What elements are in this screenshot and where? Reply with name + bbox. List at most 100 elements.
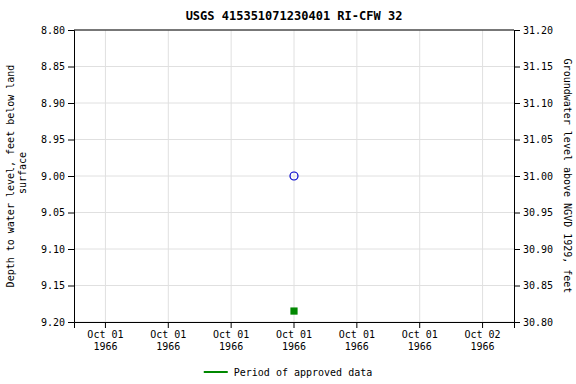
x-tick-mark <box>294 322 295 328</box>
x-tick-mark <box>231 322 232 328</box>
point <box>290 172 298 180</box>
y-tick-mark <box>68 30 74 31</box>
y2-tick-label: 31.05 <box>523 134 553 145</box>
x-tick: Oct 011966 <box>402 322 438 352</box>
y-axis-title-line: surface <box>17 152 28 200</box>
marks <box>290 172 298 314</box>
grid-line-y <box>74 139 514 140</box>
y2-tick-label: 31.20 <box>523 25 553 36</box>
y-tick-label: 8.80 <box>41 25 65 36</box>
y-tick-mark <box>68 176 74 177</box>
y2-tick-mark <box>514 103 520 104</box>
y-tick: 9.20 <box>41 317 74 328</box>
y2-tick: 30.85 <box>514 280 553 291</box>
y-axis-title-line: Depth to water level, feet below land <box>5 65 16 288</box>
y-tick-mark <box>68 140 74 141</box>
x-tick-mark <box>482 322 483 328</box>
y-tick-label: 9.15 <box>41 280 65 291</box>
y-tick-mark <box>68 322 74 323</box>
grid-line-y <box>74 66 514 67</box>
y2-tick-label: 31.15 <box>523 61 553 72</box>
frame-top <box>74 30 514 31</box>
y-tick-mark <box>68 67 74 68</box>
y2-tick-label: 30.80 <box>523 317 553 328</box>
x-tick-label-line: 1966 <box>345 341 369 352</box>
y-tick: 9.00 <box>41 171 74 182</box>
y2-tick: 31.00 <box>514 171 553 182</box>
y-tick-label: 8.85 <box>41 61 65 72</box>
y2-tick: 31.20 <box>514 25 553 36</box>
y2-tick-mark <box>514 322 520 323</box>
y-tick-label: 9.10 <box>41 244 65 255</box>
x-tick-label-line: 1966 <box>282 341 306 352</box>
grid-line-y <box>74 30 514 31</box>
y2-tick-mark <box>514 67 520 68</box>
y2-tick-mark <box>514 140 520 141</box>
y2-tick: 31.10 <box>514 98 553 109</box>
x-tick-label-line: 1966 <box>156 341 180 352</box>
grid-line-y <box>74 249 514 250</box>
plot: Oct 011966Oct 011966Oct 011966Oct 011966… <box>41 25 553 352</box>
x-tick: Oct 021966 <box>465 322 501 352</box>
y-tick: 9.10 <box>41 244 74 255</box>
x-tick-label: Oct 021966 <box>465 329 501 352</box>
x-tick-label-line: Oct 01 <box>339 329 375 340</box>
y2-tick-mark <box>514 213 520 214</box>
y-tick: 8.90 <box>41 98 74 109</box>
y2-tick-mark <box>514 249 520 250</box>
x-tick-label: Oct 011966 <box>213 329 249 352</box>
y-axis-title: Depth to water level, feet below land su… <box>5 65 28 288</box>
x-tick-mark <box>419 322 420 328</box>
y-axis: 8.80 8.85 8.90 8.95 9.00 9.05 9.10 9.15 9.20 <box>41 25 75 328</box>
y2-tick: 30.95 <box>514 207 553 218</box>
grid-line-y <box>74 176 514 177</box>
x-tick-label-line: Oct 02 <box>465 329 501 340</box>
y-tick-label: 8.95 <box>41 134 65 145</box>
y-tick-label: 8.90 <box>41 98 65 109</box>
x-tick: Oct 011966 <box>213 322 249 352</box>
x-tick-label-line: Oct 01 <box>213 329 249 340</box>
y-tick-label: 9.05 <box>41 207 65 218</box>
x-tick-label-line: Oct 01 <box>87 329 123 340</box>
title: USGS 415351071230401 RI-CFW 32 <box>186 9 403 23</box>
x-tick-label-line: 1966 <box>471 341 495 352</box>
y2-tick-label: 30.95 <box>523 207 553 218</box>
x-tick-mark <box>356 322 357 328</box>
y2-tick: 30.90 <box>514 244 553 255</box>
y-tick: 9.05 <box>41 207 74 218</box>
y2-tick-mark <box>514 176 520 177</box>
y-tick-mark <box>68 103 74 104</box>
point <box>291 308 297 314</box>
y-axis-line <box>68 31 75 323</box>
legend: Period of approved data <box>204 367 372 378</box>
x-tick-label-line: 1966 <box>93 341 117 352</box>
x-tick-label-line: Oct 01 <box>276 329 312 340</box>
y-tick: 8.80 <box>41 25 74 36</box>
y2-tick-label: 30.90 <box>523 244 553 255</box>
y2-tick: 31.05 <box>514 134 553 145</box>
y2-tick-mark <box>514 30 520 31</box>
y-tick-label: 9.00 <box>41 171 65 182</box>
x-axis-line <box>75 323 515 329</box>
legend-item: Period of approved data <box>204 367 372 378</box>
y2-axis: 31.20 31.15 31.10 31.05 31.00 30.95 30.90 30.85… <box>514 25 553 328</box>
grid <box>74 30 514 322</box>
grid-line-y <box>74 212 514 213</box>
x-tick-label: Oct 011966 <box>87 329 123 352</box>
y-tick: 8.85 <box>41 61 74 72</box>
x-tick: Oct 011966 <box>150 322 186 352</box>
grid-line-y <box>74 285 514 286</box>
x-axis: Oct 011966Oct 011966Oct 011966Oct 011966… <box>75 322 515 352</box>
y2-axis-line <box>515 31 521 323</box>
series <box>290 172 298 180</box>
x-tick-label-line: Oct 01 <box>402 329 438 340</box>
y-tick: 9.15 <box>41 280 74 291</box>
x-tick-label: Oct 011966 <box>402 329 438 352</box>
y-tick-mark <box>68 249 74 250</box>
y-tick: 8.95 <box>41 134 74 145</box>
x-tick: Oct 011966 <box>87 322 123 352</box>
y2-tick-label: 31.00 <box>523 171 553 182</box>
x-tick-label: Oct 011966 <box>276 329 312 352</box>
x-tick-label-line: Oct 01 <box>150 329 186 340</box>
series <box>291 308 297 314</box>
